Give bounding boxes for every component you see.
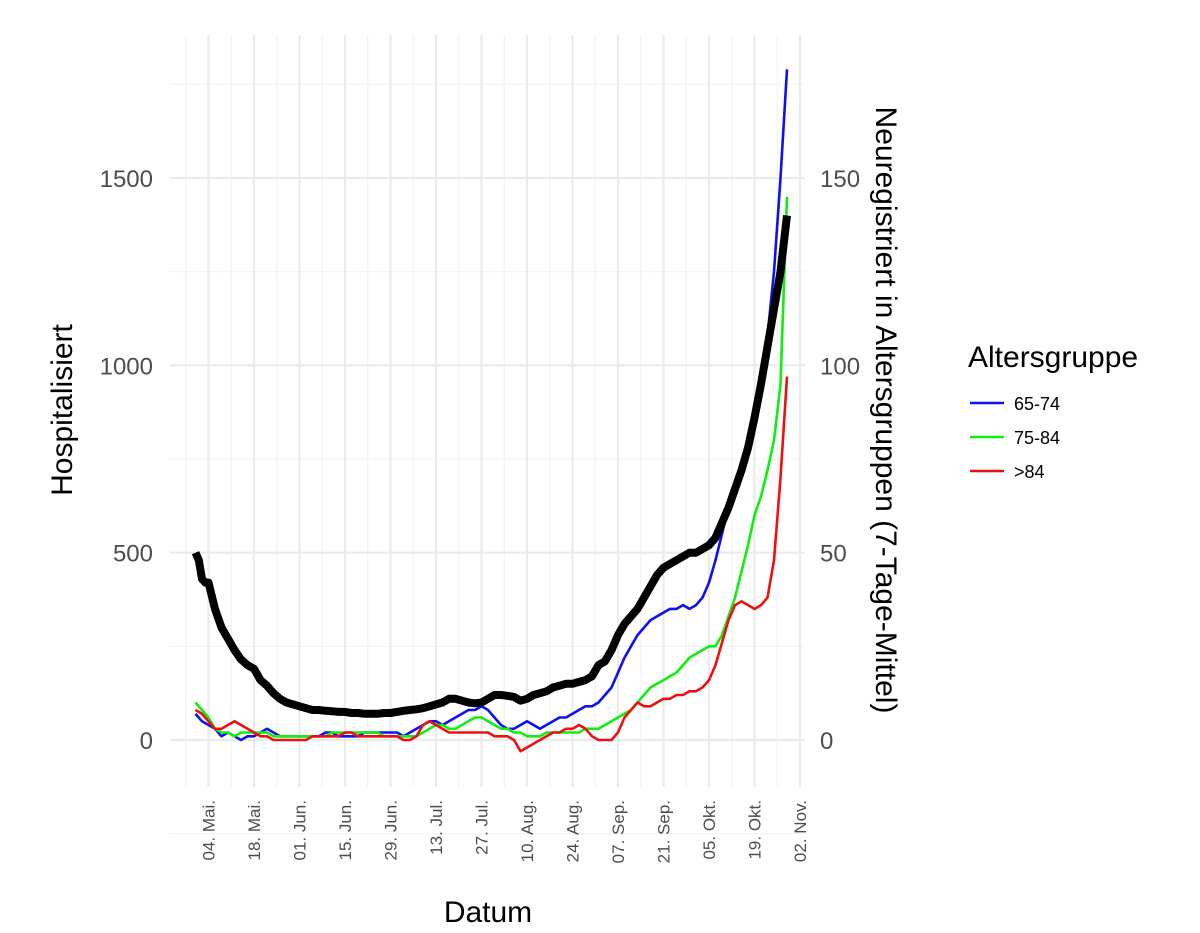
x-tick-label: 21. Sep.: [655, 800, 674, 863]
legend-label: 75-84: [1014, 428, 1060, 448]
legend-title: Altersgruppe: [968, 341, 1138, 374]
series-line-gt84: [194, 376, 789, 753]
series-line-65-74: [194, 69, 789, 742]
x-tick-label: 05. Okt.: [700, 800, 719, 860]
y-left-tick-label: 0: [140, 728, 153, 755]
y-right-tick-label: 50: [820, 541, 847, 568]
y-right-tick-label: 150: [820, 166, 860, 193]
x-axis-title: Datum: [444, 896, 532, 929]
x-tick-label: 02. Nov.: [791, 800, 810, 862]
x-tick-label: 27. Jul.: [473, 800, 492, 855]
legend-label: >84: [1014, 462, 1045, 482]
y-left-tick-label: 500: [113, 541, 153, 568]
series-line-75-84: [194, 196, 789, 738]
x-tick-label: 18. Mai.: [245, 800, 264, 860]
y-right-tick-label: 0: [820, 728, 833, 755]
legend: Altersgruppe 65-74 75-84 >84: [968, 341, 1138, 482]
x-tick-label: 24. Aug.: [564, 800, 583, 862]
y-right-tick-label: 100: [820, 353, 860, 380]
x-tick-label: 29. Jun.: [382, 800, 401, 861]
y-left-tick-label: 1500: [100, 166, 153, 193]
series-lines: [191, 69, 791, 753]
x-tick-label: 19. Okt.: [746, 800, 765, 860]
x-tick-label: 13. Jul.: [427, 800, 446, 855]
series-line-Hospitalisiert: [191, 215, 791, 718]
x-tick-label: 07. Sep.: [609, 800, 628, 863]
y-axis-left-ticks: 0 500 1000 1500: [100, 166, 153, 755]
x-tick-label: 15. Jun.: [336, 800, 355, 861]
legend-label: 65-74: [1014, 394, 1060, 414]
legend-entries: 65-74 75-84 >84: [970, 394, 1060, 482]
y-axis-right-ticks: 0 50 100 150: [820, 166, 860, 755]
x-tick-label: 04. Mai.: [200, 800, 219, 860]
x-tick-label: 10. Aug.: [518, 800, 537, 862]
x-tick-label: 01. Jun.: [291, 800, 310, 861]
gridlines: [170, 35, 805, 835]
y-axis-left-title: Hospitalisiert: [46, 323, 79, 495]
x-axis-ticks: 04. Mai. 18. Mai. 01. Jun. 15. Jun. 29. Jun.…: [200, 800, 811, 863]
y-axis-right-title: Neuregistriert in Altersgruppen (7-Tage-…: [869, 107, 902, 714]
y-left-tick-label: 1000: [100, 353, 153, 380]
